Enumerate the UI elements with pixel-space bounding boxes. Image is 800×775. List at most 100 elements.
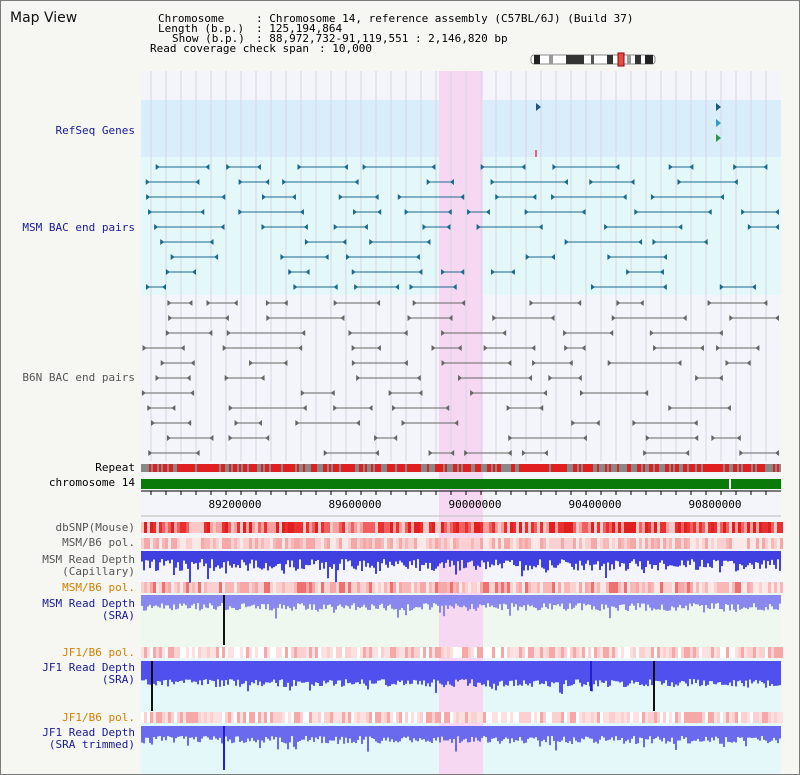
- msm-sra-depth: [419, 595, 421, 608]
- dbsnp-heat: [654, 522, 657, 533]
- jf1-sra-depth: [279, 661, 281, 681]
- jf1-trimmed-depth: [387, 726, 389, 738]
- msm-capillary-depth: [679, 551, 681, 566]
- dbsnp-heat: [570, 522, 573, 533]
- jf1-trimmed-depth: [307, 726, 309, 742]
- jf1-b6-pol-heat-2: [735, 712, 738, 723]
- jf1-b6-pol-heat: [522, 647, 525, 658]
- jf1-b6-pol-heat: [744, 647, 747, 658]
- jf1-sra-depth: [407, 661, 409, 681]
- repeat-segment: [723, 464, 725, 472]
- jf1-sra-depth: [361, 661, 363, 680]
- msm-read-depth-sra-label-2: (SRA): [101, 609, 135, 622]
- jf1-b6-pol-heat: [309, 647, 312, 658]
- msm-b6-pol-heat-2: [267, 582, 270, 593]
- jf1-b6-pol-heat-2: [678, 712, 681, 723]
- dbsnp-heat: [231, 522, 234, 533]
- msm-capillary-depth: [335, 551, 337, 583]
- msm-sra-depth: [217, 595, 219, 607]
- jf1-b6-pol-heat-2: [270, 712, 273, 723]
- msm-capillary-depth: [363, 551, 365, 561]
- jf1-b6-pol-heat-2: [579, 712, 582, 723]
- msm-sra-depth: [449, 595, 451, 606]
- jf1-b6-pol-heat-2: [375, 712, 378, 723]
- repeat-segment: [345, 464, 347, 472]
- msm-b6-pol-heat-2: [774, 582, 777, 593]
- msm-capillary-depth: [715, 551, 717, 562]
- jf1-trimmed-depth: [161, 726, 163, 741]
- repeat-segment: [493, 464, 495, 472]
- b6n-bac-pair: [168, 315, 173, 321]
- jf1-trimmed-depth: [605, 726, 607, 741]
- repeat-segment: [579, 464, 581, 472]
- jf1-trimmed-depth: [489, 726, 491, 743]
- jf1-trimmed-depth: [661, 726, 663, 742]
- dbsnp-heat: [771, 522, 774, 533]
- jf1-sra-depth: [507, 661, 509, 686]
- repeat-segment: [583, 464, 585, 472]
- msm-capillary-depth: [761, 551, 763, 565]
- msm-b6-pol-heat: [435, 538, 438, 549]
- jf1-sra-depth: [627, 661, 629, 686]
- jf1-sra-depth: [229, 661, 231, 680]
- msm-capillary-depth: [755, 551, 757, 563]
- msm-capillary-depth: [391, 551, 393, 566]
- msm-sra-depth: [519, 595, 521, 607]
- repeat-segment: [221, 464, 223, 472]
- b6n-bac-pair: [508, 435, 513, 441]
- repeat-segment: [319, 464, 321, 472]
- dbsnp-heat: [423, 522, 426, 533]
- msm-sra-depth: [679, 595, 681, 605]
- jf1-trimmed-depth: [601, 726, 603, 737]
- jf1-sra-depth: [729, 661, 731, 683]
- msm-b6-pol-heat-2: [528, 582, 531, 593]
- jf1-trimmed-depth: [191, 726, 193, 738]
- repeat-segment: [519, 464, 521, 472]
- jf1-b6-pol-heat: [501, 647, 504, 658]
- jf1-sra-depth: [587, 661, 589, 682]
- repeat-segment: [625, 464, 627, 472]
- msm-sra-depth: [221, 595, 223, 604]
- msm-capillary-depth: [551, 551, 553, 566]
- jf1-b6-pol-heat-2: [672, 712, 675, 723]
- repeat-segment: [701, 464, 703, 472]
- msm-sra-depth: [499, 595, 501, 605]
- jf1-trimmed-depth: [185, 726, 187, 737]
- jf1-sra-depth: [237, 661, 239, 680]
- msm-capillary-depth: [379, 551, 381, 571]
- jf1-sra-depth: [271, 661, 273, 682]
- msm-b6-pol-heat-2: [372, 582, 375, 593]
- dbsnp-heat: [501, 522, 504, 533]
- repeat-segment: [741, 464, 743, 472]
- jf1-sra-depth: [583, 661, 585, 685]
- msm-capillary-depth: [737, 551, 739, 571]
- msm-b6-pol-heat: [570, 538, 573, 549]
- jf1-b6-pol-heat-2: [339, 712, 342, 723]
- msm-b6-pol-heat-2: [228, 582, 231, 593]
- msm-sra-depth: [661, 595, 663, 605]
- jf1-trimmed-depth: [571, 726, 573, 744]
- msm-capillary-depth: [333, 551, 335, 565]
- jf1-b6-pol-heat: [510, 647, 513, 658]
- repeat-segment: [277, 464, 279, 472]
- jf1-sra-depth: [581, 661, 583, 687]
- jf1-sra-depth: [491, 661, 493, 689]
- jf1-b6-pol-heat-2: [711, 712, 714, 723]
- jf1-sra-depth: [485, 661, 487, 687]
- jf1-sra-depth-spike: [151, 661, 153, 711]
- msm-b6-pol-heat: [489, 538, 492, 549]
- jf1-trimmed-depth: [175, 726, 177, 739]
- jf1-b6-pol-heat-2: [501, 712, 504, 723]
- msm-sra-depth: [755, 595, 757, 608]
- jf1-sra-depth: [711, 661, 713, 682]
- msm-b6-pol-heat: [363, 538, 366, 549]
- jf1-b6-pol-heat-2: [321, 712, 324, 723]
- jf1-trimmed-depth: [621, 726, 623, 738]
- msm-sra-depth: [351, 595, 353, 606]
- msm-capillary-depth: [303, 551, 305, 570]
- jf1-sra-depth: [725, 661, 727, 685]
- jf1-b6-pol-heat: [738, 647, 741, 658]
- jf1-trimmed-depth: [415, 726, 417, 741]
- msm-b6-pol-heat: [345, 538, 348, 549]
